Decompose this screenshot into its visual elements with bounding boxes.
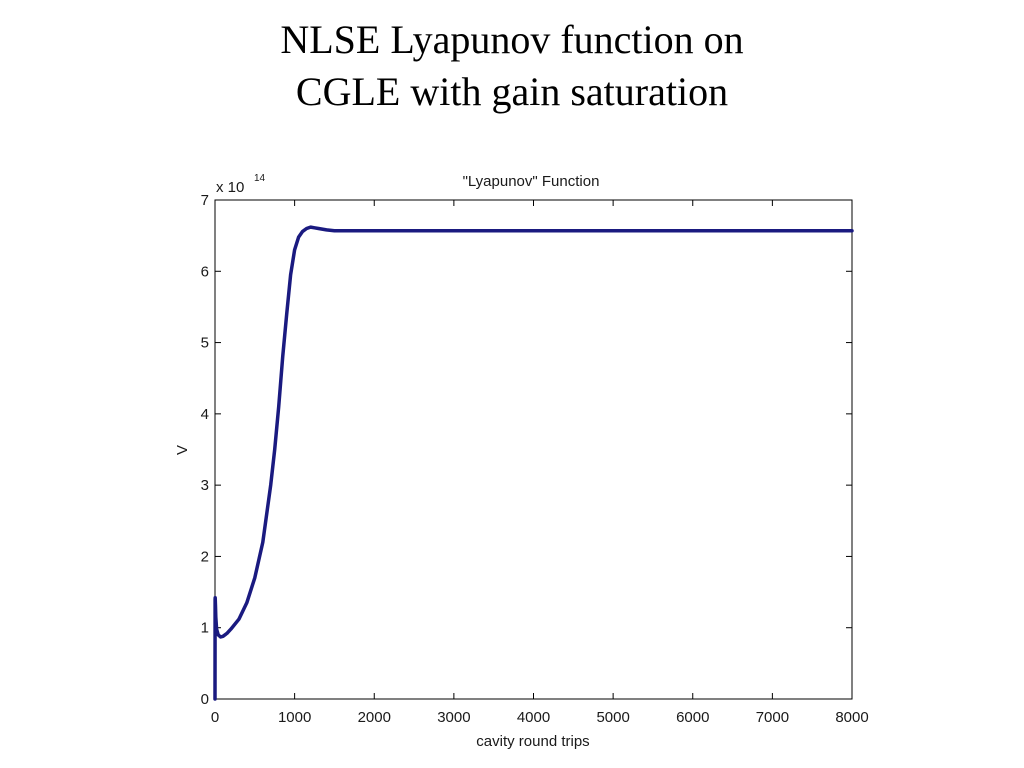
slide-title-line-2: CGLE with gain saturation xyxy=(295,69,729,114)
x-tick-label: 8000 xyxy=(835,709,868,726)
slide-title-line-1: NLSE Lyapunov function on xyxy=(280,17,744,62)
x-tick-label: 7000 xyxy=(756,709,789,726)
y-tick-label: 5 xyxy=(201,335,209,352)
y-tick-label: 0 xyxy=(201,691,209,708)
chart-title: "Lyapunov" Function xyxy=(463,173,600,190)
y-tick-label: 2 xyxy=(201,548,209,565)
y-tick-label: 1 xyxy=(201,620,209,637)
x-tick-label: 1000 xyxy=(278,709,311,726)
x-tick-label: 4000 xyxy=(517,709,550,726)
y-multiplier-base: x 10 xyxy=(216,179,244,196)
x-tick-label: 0 xyxy=(211,709,219,726)
slide-title: NLSE Lyapunov function on CGLE with gain… xyxy=(0,14,1024,118)
y-tick-label: 7 xyxy=(201,192,209,209)
series-line-1 xyxy=(213,225,854,701)
y-tick-label: 4 xyxy=(201,406,209,423)
y-tick-label: 6 xyxy=(201,263,209,280)
x-axis-label: cavity round trips xyxy=(476,733,589,750)
plot-area xyxy=(214,199,853,700)
y-multiplier-exponent: 14 xyxy=(254,173,266,184)
axis-ticks: 0 1000 2000 3000 4000 5000 6000 7000 8000 0 1 2 3 4 5 6… xyxy=(201,192,869,726)
x-tick-label: 3000 xyxy=(437,709,470,726)
x-tick-label: 6000 xyxy=(676,709,709,726)
series-group xyxy=(213,225,854,701)
y-tick-label: 3 xyxy=(201,477,209,494)
y-axis-label: V xyxy=(174,445,191,455)
x-tick-label: 5000 xyxy=(596,709,629,726)
x-tick-label: 2000 xyxy=(358,709,391,726)
